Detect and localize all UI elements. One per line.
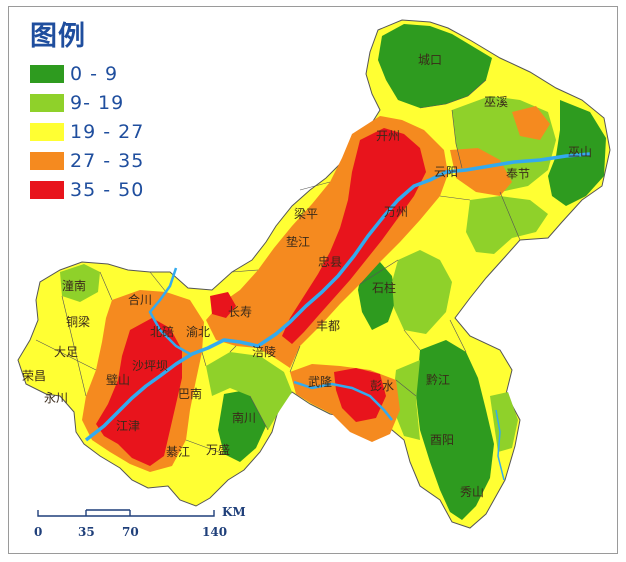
class-9-19-area bbox=[392, 360, 420, 440]
place-label-dianjiang: 垫江 bbox=[286, 234, 310, 249]
place-label-tongnan: 潼南 bbox=[62, 278, 86, 293]
class-9-19-area bbox=[392, 250, 452, 334]
place-label-nanchuan: 南川 bbox=[232, 410, 256, 425]
place-label-bishan: 璧山 bbox=[106, 372, 130, 387]
class-9-19-area bbox=[206, 352, 292, 430]
legend-label: 19 - 27 bbox=[70, 120, 145, 143]
place-label-shapingba: 沙坪坝 bbox=[132, 359, 168, 373]
legend-swatch bbox=[30, 122, 64, 141]
place-label-qianjiang: 黔江 bbox=[426, 372, 450, 387]
class-27-35-area bbox=[450, 148, 512, 196]
place-label-yongchuan: 永川 bbox=[44, 391, 68, 405]
legend-swatch bbox=[30, 151, 64, 170]
legend-label: 0 - 9 bbox=[70, 62, 119, 85]
place-label-dazu: 大足 bbox=[54, 345, 78, 359]
place-label-changshou: 长寿 bbox=[228, 305, 252, 319]
scale-tick-35: 35 bbox=[78, 525, 95, 539]
place-label-fengjie: 奉节 bbox=[506, 167, 530, 181]
scale-unit: KM bbox=[222, 505, 246, 519]
place-label-zhongxian: 忠县 bbox=[318, 255, 342, 269]
class-35-50-area bbox=[282, 128, 426, 344]
legend-swatch bbox=[30, 64, 64, 83]
legend-label: 9- 19 bbox=[70, 91, 125, 114]
place-label-pengshui: 彭水 bbox=[370, 379, 394, 393]
class-35-50-area bbox=[334, 368, 386, 422]
place-label-yunyang: 云阳 bbox=[434, 165, 458, 179]
scale-tick-140: 140 bbox=[202, 525, 227, 539]
scale-tick-70: 70 bbox=[122, 525, 139, 539]
place-label-wulong: 武隆 bbox=[308, 374, 332, 389]
place-label-fengdu: 丰都 bbox=[316, 319, 340, 333]
class-35-50-area bbox=[210, 292, 236, 318]
legend-item: 19 - 27 bbox=[30, 117, 144, 146]
legend-item: 27 - 35 bbox=[30, 146, 144, 175]
place-label-jiangjin: 江津 bbox=[116, 419, 140, 433]
place-label-banan: 巴南 bbox=[178, 386, 202, 401]
class-27-35-area bbox=[512, 106, 550, 140]
place-label-kaizhou: 开州 bbox=[376, 129, 400, 143]
place-labels: 城口 巫溪 巫山 开州 云阳 奉节 梁平 万州 垫江 忠县 石柱 潼南 合川 铜… bbox=[22, 53, 592, 499]
place-label-youyang: 酉阳 bbox=[430, 433, 454, 447]
yangtze-river bbox=[84, 152, 591, 442]
place-label-rongchang: 荣昌 bbox=[22, 369, 46, 383]
legend-title: 图例 bbox=[30, 21, 86, 52]
legend-label: 27 - 35 bbox=[70, 149, 145, 172]
class-0-9-area bbox=[416, 340, 494, 520]
place-label-qijiang: 綦江 bbox=[166, 445, 190, 459]
place-label-wanzhou: 万州 bbox=[384, 205, 408, 219]
class-0-9-area bbox=[218, 390, 266, 462]
class-0-9-area bbox=[548, 100, 606, 206]
scale-tick-0: 0 bbox=[34, 525, 42, 539]
place-label-liangping: 梁平 bbox=[294, 206, 318, 221]
place-label-tongliang: 铜梁 bbox=[66, 314, 90, 329]
place-label-wushan: 巫山 bbox=[568, 145, 592, 159]
legend-swatch bbox=[30, 93, 64, 112]
legend-label: 35 - 50 bbox=[70, 178, 145, 201]
scale-bar bbox=[37, 509, 215, 517]
county-boundaries bbox=[35, 79, 521, 455]
place-label-wansheng: 万盛 bbox=[206, 442, 230, 457]
place-label-chengkou: 城口 bbox=[418, 53, 442, 67]
legend-item: 0 - 9 bbox=[30, 59, 144, 88]
jialing-river bbox=[148, 267, 191, 356]
class-9-19-area bbox=[60, 264, 100, 302]
place-label-beibei: 北碚 bbox=[150, 324, 174, 339]
place-label-shizhu: 石柱 bbox=[372, 280, 396, 295]
youshui-river bbox=[495, 409, 505, 481]
legend-item: 9- 19 bbox=[30, 88, 144, 117]
legend-swatch bbox=[30, 180, 64, 199]
place-label-yubei: 渝北 bbox=[186, 324, 210, 339]
class-9-19-area bbox=[466, 196, 548, 254]
legend: 图例 0 - 9 9- 19 19 - 27 27 - 35 35 - 50 bbox=[30, 14, 144, 204]
class-0-9-area bbox=[378, 24, 492, 108]
place-label-fuling: 涪陵 bbox=[252, 344, 276, 359]
wujiang-river bbox=[293, 380, 393, 421]
legend-item: 35 - 50 bbox=[30, 175, 144, 204]
place-label-xiushan: 秀山 bbox=[460, 485, 484, 499]
place-label-hechuan: 合川 bbox=[128, 292, 152, 307]
place-label-wuxi: 巫溪 bbox=[484, 95, 508, 109]
class-9-19-area bbox=[490, 392, 518, 452]
